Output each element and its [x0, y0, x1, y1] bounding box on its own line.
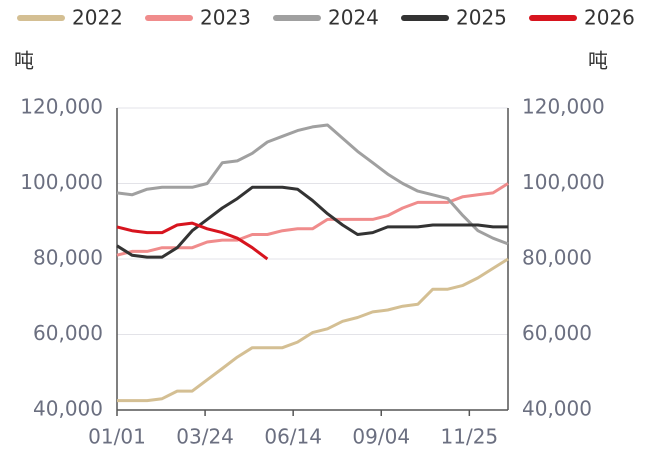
- legend-label: 2023: [200, 6, 251, 30]
- series-line: [116, 123, 509, 246]
- x-tick-label: 01/01: [88, 425, 146, 449]
- x-tick-label: 11/25: [441, 425, 499, 449]
- legend-label: 2026: [584, 6, 635, 30]
- y2-tick-label: 100,000: [522, 170, 605, 194]
- y2-tick-label: 120,000: [522, 95, 605, 119]
- y-tick-label: 60,000: [33, 321, 103, 345]
- y2-tick-label: 60,000: [522, 321, 592, 345]
- series-line: [116, 185, 508, 259]
- x-tick-label: 03/24: [176, 425, 234, 449]
- series-line: [116, 221, 269, 261]
- legend-label: 2025: [456, 6, 507, 30]
- legend-label: 2024: [328, 6, 379, 30]
- y-unit: 吨: [14, 49, 34, 73]
- x-tick-label: 06/14: [264, 425, 322, 449]
- y-tick-label: 120,000: [20, 95, 103, 119]
- y-tick-label: 80,000: [33, 246, 103, 270]
- y-tick-label: 40,000: [33, 397, 103, 421]
- series-line: [117, 257, 509, 403]
- x-tick-label: 09/04: [352, 425, 410, 449]
- y2-tick-label: 80,000: [522, 246, 592, 270]
- y2-tick-label: 40,000: [522, 397, 592, 421]
- legend-label: 2022: [72, 6, 123, 30]
- y2-unit: 吨: [588, 49, 608, 73]
- y-tick-label: 100,000: [20, 170, 103, 194]
- series-line: [116, 182, 509, 257]
